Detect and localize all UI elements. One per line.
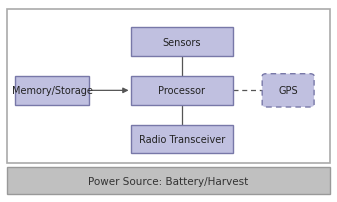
Bar [131,77,233,105]
Text: Memory/Storage: Memory/Storage [12,86,93,96]
Bar [15,77,89,105]
Bar [131,125,233,154]
Text: GPS: GPS [278,86,298,96]
Text: Power Source: Battery/Harvest: Power Source: Battery/Harvest [88,176,249,186]
Bar [131,28,233,57]
Text: Radio Transceiver: Radio Transceiver [139,134,225,144]
Bar [7,10,330,164]
Text: Sensors: Sensors [163,37,201,47]
Text: Processor: Processor [158,86,206,96]
FancyBboxPatch shape [262,74,314,107]
Bar [7,168,330,194]
